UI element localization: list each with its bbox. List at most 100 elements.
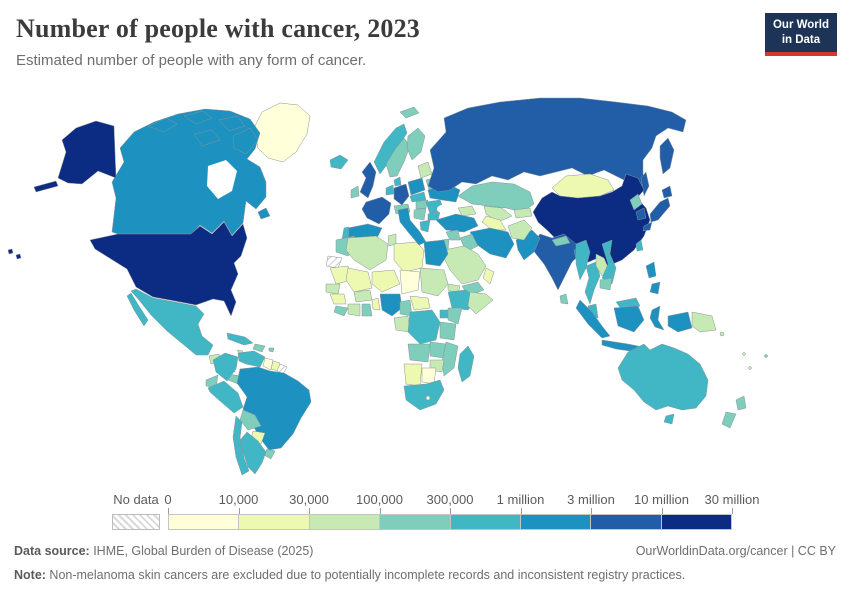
country-guyana[interactable]: [262, 357, 274, 371]
legend-bin[interactable]: [520, 515, 592, 529]
country-niger[interactable]: [371, 269, 401, 293]
country-new-zealand-south[interactable]: [721, 411, 737, 429]
country-france[interactable]: [361, 196, 392, 225]
country-balkans[interactable]: [413, 207, 427, 221]
country-cuba[interactable]: [226, 332, 254, 346]
country-afghanistan[interactable]: [507, 219, 533, 241]
country-sudan[interactable]: [419, 267, 449, 297]
country-solomon-islands[interactable]: [719, 331, 725, 337]
country-svalbard[interactable]: [399, 106, 420, 119]
legend-bin[interactable]: [380, 515, 451, 529]
country-guinea[interactable]: [329, 293, 347, 305]
country-mozambique-malawi[interactable]: [441, 341, 459, 377]
country-canada[interactable]: [111, 108, 267, 236]
country-chile[interactable]: [232, 415, 250, 476]
country-germany[interactable]: [393, 183, 410, 206]
country-benin-togo[interactable]: [371, 297, 381, 311]
country-puerto-rico[interactable]: [268, 347, 275, 353]
country-ireland[interactable]: [350, 185, 360, 199]
country-ivory-coast[interactable]: [347, 303, 361, 317]
country-uruguay[interactable]: [263, 448, 276, 460]
country-hispaniola[interactable]: [252, 343, 266, 353]
country-denmark[interactable]: [393, 176, 402, 187]
country-indonesia-papua[interactable]: [667, 311, 693, 333]
country-ghana[interactable]: [361, 303, 373, 317]
country-newfoundland[interactable]: [257, 207, 271, 220]
country-namibia[interactable]: [403, 363, 423, 387]
country-greece[interactable]: [419, 219, 431, 233]
legend-bin[interactable]: [239, 515, 310, 529]
country-united-states[interactable]: [89, 221, 248, 317]
country-gabon-congo[interactable]: [393, 315, 411, 333]
owid-logo[interactable]: Our World in Data: [764, 13, 837, 56]
country-tasmania[interactable]: [663, 413, 675, 425]
country-kamchatka[interactable]: [659, 137, 675, 175]
country-angola[interactable]: [407, 343, 431, 363]
country-colombia[interactable]: [212, 352, 239, 382]
country-indonesia-sulawesi[interactable]: [649, 305, 665, 331]
country-japan-hokkaido[interactable]: [661, 185, 673, 199]
country-czech-slovakia[interactable]: [409, 191, 427, 203]
country-fiji[interactable]: [764, 354, 768, 358]
country-baja-california[interactable]: [126, 292, 149, 327]
country-caucasus[interactable]: [457, 205, 477, 217]
country-kyrgyzstan-tajikistan[interactable]: [513, 207, 533, 219]
country-peru[interactable]: [207, 380, 244, 414]
country-brazil[interactable]: [236, 366, 312, 451]
country-north-korea[interactable]: [629, 193, 643, 211]
country-south-korea[interactable]: [635, 207, 647, 221]
country-greenland[interactable]: [253, 102, 311, 163]
country-norway[interactable]: [373, 123, 408, 175]
legend-bin[interactable]: [661, 515, 731, 529]
legend-bin[interactable]: [169, 515, 240, 529]
country-iceland[interactable]: [329, 154, 349, 170]
country-dr-congo[interactable]: [407, 309, 441, 345]
country-philippines-mindanao[interactable]: [649, 281, 661, 295]
country-bolivia[interactable]: [239, 409, 262, 431]
country-sri-lanka[interactable]: [559, 293, 569, 305]
country-japan-honshu[interactable]: [649, 197, 671, 223]
country-senegal[interactable]: [325, 283, 341, 295]
country-vietnam[interactable]: [601, 239, 617, 285]
country-new-zealand-north[interactable]: [735, 395, 747, 411]
country-mexico[interactable]: [130, 288, 214, 356]
country-vanuatu[interactable]: [742, 352, 746, 356]
country-russia[interactable]: [427, 97, 687, 193]
country-netherlands-belgium[interactable]: [385, 184, 395, 196]
country-nigeria[interactable]: [379, 293, 403, 317]
country-iran[interactable]: [469, 227, 515, 259]
country-australia[interactable]: [617, 343, 709, 411]
country-sierra-leone-liberia[interactable]: [333, 305, 349, 317]
country-finland[interactable]: [406, 127, 426, 161]
country-kazakhstan[interactable]: [457, 181, 535, 213]
country-central-african-republic[interactable]: [409, 295, 431, 311]
country-hawaii[interactable]: [7, 248, 22, 260]
legend-bin[interactable]: [591, 515, 662, 529]
country-india[interactable]: [529, 233, 581, 291]
country-turkey[interactable]: [435, 213, 479, 233]
country-madagascar[interactable]: [457, 345, 475, 383]
country-papua-new-guinea[interactable]: [691, 311, 717, 333]
country-myanmar[interactable]: [575, 239, 591, 281]
country-western-sahara[interactable]: [325, 255, 343, 269]
country-somalia[interactable]: [467, 291, 494, 315]
country-mali[interactable]: [345, 267, 373, 293]
legend-bin[interactable]: [309, 515, 381, 529]
country-kenya[interactable]: [447, 307, 463, 325]
country-poland[interactable]: [407, 177, 426, 196]
country-venezuela[interactable]: [237, 350, 266, 368]
country-chad[interactable]: [399, 269, 421, 295]
country-new-caledonia[interactable]: [748, 366, 752, 370]
country-libya[interactable]: [393, 241, 425, 273]
country-japan-kyushu[interactable]: [642, 221, 653, 232]
country-indonesia-kalimantan[interactable]: [613, 305, 645, 333]
country-taiwan[interactable]: [635, 239, 644, 252]
country-uzbekistan[interactable]: [483, 205, 513, 223]
country-syria[interactable]: [445, 229, 461, 241]
country-saudi-arabia[interactable]: [443, 245, 487, 285]
legend-bin[interactable]: [450, 515, 521, 529]
country-burkina-faso[interactable]: [353, 289, 373, 303]
credit-link[interactable]: OurWorldinData.org/cancer | CC BY: [635, 544, 836, 558]
country-alaska[interactable]: [33, 120, 117, 193]
country-lesotho[interactable]: [425, 395, 431, 401]
